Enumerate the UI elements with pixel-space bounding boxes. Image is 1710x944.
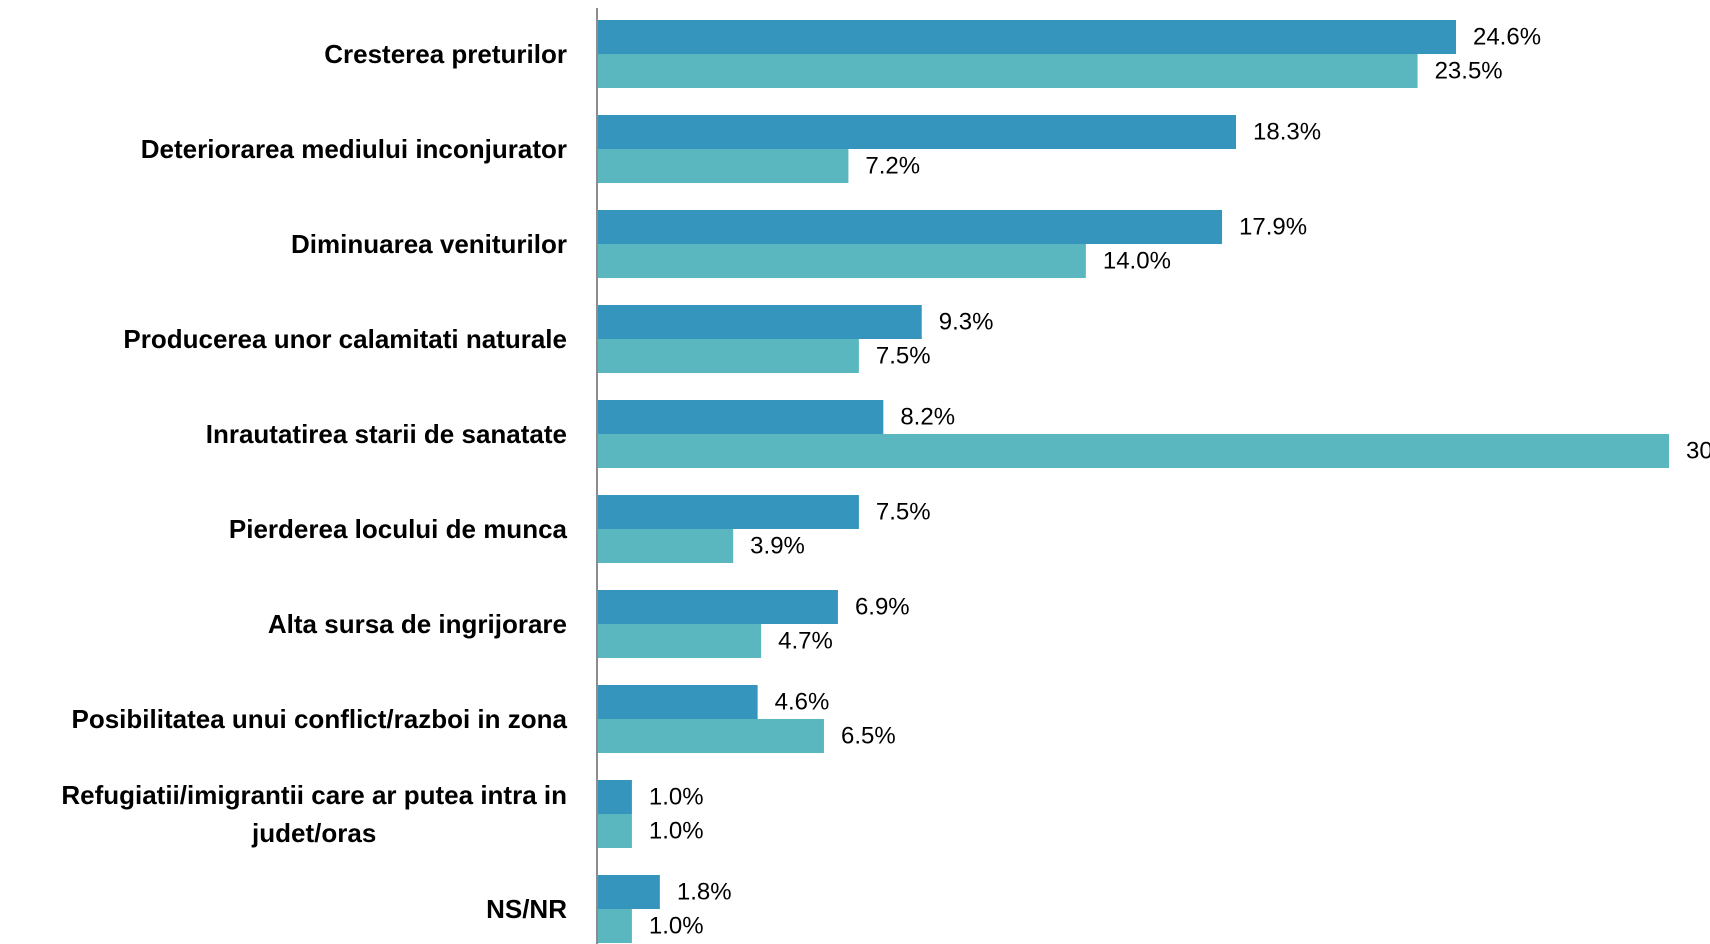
bar-4-series-0 (597, 400, 884, 434)
bar-3-series-1 (597, 339, 859, 373)
bar-4-series-1 (597, 434, 1669, 468)
bar-7-series-0 (597, 685, 758, 719)
bar-5-series-0 (597, 495, 859, 529)
bar-9-series-0 (597, 875, 660, 909)
bar-2-series-0 (597, 210, 1223, 244)
bar-5-series-1 (597, 529, 734, 563)
value-labels-group: 24.6% 23.5% 18.3% 7.2% 17.9% 14.0% 9.3% 7.5% 8.2… (649, 24, 1710, 940)
value-label-8-series-1: 1.0% (649, 818, 704, 845)
value-label-1-series-1: 7.2% (865, 153, 920, 180)
category-label-7: Posibilitatea unui conflict/razboi in zo… (72, 704, 568, 734)
bar-8-series-1 (597, 814, 632, 848)
bar-8-series-0 (597, 780, 632, 814)
value-label-1-series-0: 18.3% (1253, 119, 1321, 146)
bar-9-series-1 (597, 909, 632, 943)
bar-0-series-0 (597, 20, 1456, 54)
bar-1-series-0 (597, 115, 1237, 149)
category-label-0: Cresterea preturilor (324, 39, 567, 69)
value-label-2-series-0: 17.9% (1239, 214, 1307, 241)
category-label-8: Refugiatii/imigrantii care ar putea intr… (61, 780, 567, 848)
value-label-0-series-0: 24.6% (1473, 24, 1541, 51)
bar-6-series-0 (597, 590, 838, 624)
bar-7-series-1 (597, 719, 824, 753)
bars-group (597, 20, 1669, 943)
value-label-8-series-0: 1.0% (649, 784, 704, 811)
category-label-9: NS/NR (486, 894, 567, 924)
value-label-4-series-0: 8.2% (900, 404, 955, 431)
category-label-4: Inrautatirea starii de sanatate (206, 419, 567, 449)
category-labels-group: Cresterea preturilor Deteriorarea mediulu… (61, 39, 567, 924)
value-label-5-series-1: 3.9% (750, 533, 805, 560)
value-label-0-series-1: 23.5% (1435, 58, 1503, 85)
value-label-6-series-1: 4.7% (778, 628, 833, 655)
bar-6-series-1 (597, 624, 762, 658)
category-label-1: Deteriorarea mediului inconjurator (141, 134, 567, 164)
value-label-3-series-0: 9.3% (939, 309, 994, 336)
bar-0-series-1 (597, 54, 1418, 88)
value-label-4-series-1: 30.7% (1686, 438, 1710, 465)
category-label-6: Alta sursa de ingrijorare (268, 609, 567, 639)
value-label-3-series-1: 7.5% (876, 343, 931, 370)
category-label-5: Pierderea locului de munca (229, 514, 568, 544)
bar-3-series-0 (597, 305, 922, 339)
value-label-6-series-0: 6.9% (855, 594, 910, 621)
bar-1-series-1 (597, 149, 849, 183)
value-label-5-series-0: 7.5% (876, 499, 931, 526)
value-label-9-series-1: 1.0% (649, 913, 704, 940)
value-label-7-series-0: 4.6% (775, 689, 830, 716)
value-label-7-series-1: 6.5% (841, 723, 896, 750)
category-label-3: Producerea unor calamitati naturale (123, 324, 567, 354)
value-label-9-series-0: 1.8% (677, 879, 732, 906)
value-label-2-series-1: 14.0% (1103, 248, 1171, 275)
category-label-2: Diminuarea veniturilor (291, 229, 567, 259)
bar-2-series-1 (597, 244, 1086, 278)
